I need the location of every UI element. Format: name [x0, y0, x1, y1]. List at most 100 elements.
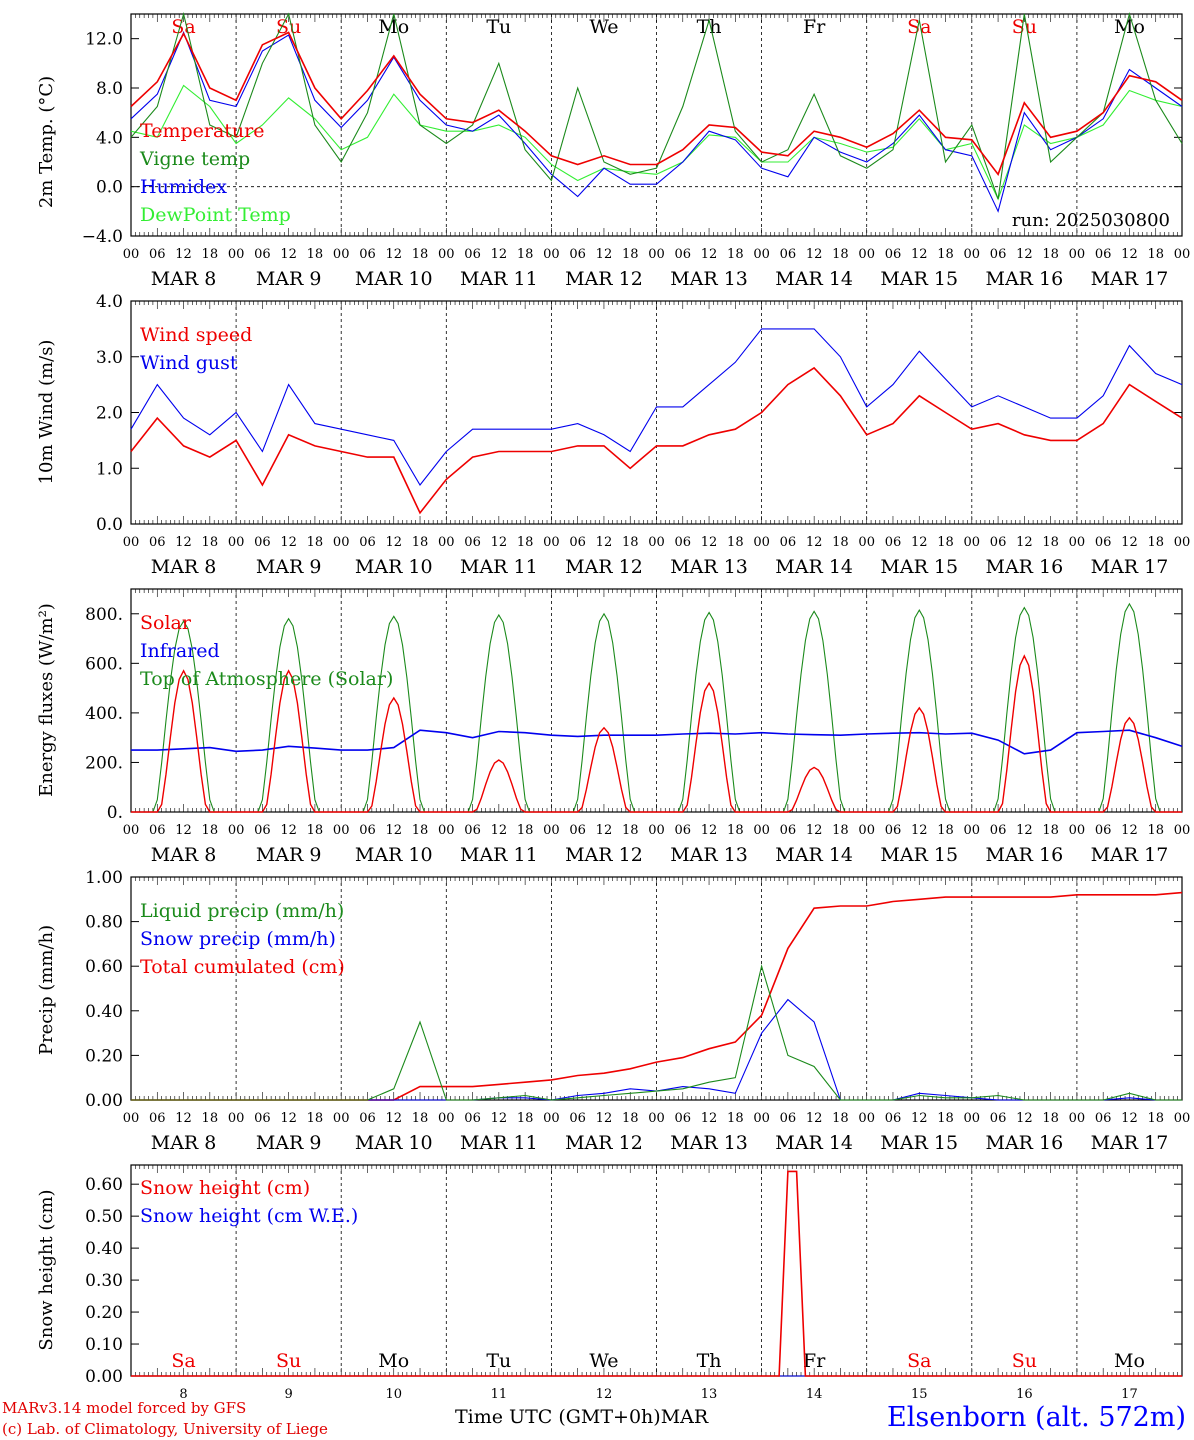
hour-tick-label: 12 [1121, 823, 1138, 838]
hour-tick-label: 00 [964, 247, 981, 262]
hour-tick-label: 00 [228, 247, 245, 262]
date-label: MAR 17 [1091, 844, 1169, 866]
y-tick-label: 12.0 [85, 30, 123, 50]
time-axis-month: MAR [660, 1406, 709, 1428]
y-tick-label: 0.20 [85, 1046, 123, 1066]
hour-tick-label: 12 [701, 1111, 718, 1126]
hour-tick-label: 18 [937, 823, 954, 838]
y-tick-label: 0.40 [85, 1002, 123, 1022]
hour-tick-label: 12 [701, 247, 718, 262]
hour-tick-label: 18 [517, 247, 534, 262]
hour-tick-label: 00 [1174, 823, 1191, 838]
day-name: We [589, 16, 618, 38]
hour-tick-label: 00 [543, 535, 560, 550]
date-label: MAR 8 [151, 268, 217, 290]
hour-tick-label: 18 [622, 247, 639, 262]
hour-tick-label: 12 [596, 247, 613, 262]
legend-dewpoint-temp: DewPoint Temp [140, 204, 291, 226]
y-tick-label: 0.10 [85, 1335, 123, 1355]
day-number: 13 [701, 1387, 718, 1402]
day-name: Sa [171, 1350, 195, 1372]
hour-tick-label: 00 [228, 823, 245, 838]
series-total-cumulated-cm- [131, 891, 1183, 1101]
date-label: MAR 15 [880, 1132, 958, 1154]
date-label: MAR 12 [565, 268, 643, 290]
y-tick-label: 800. [85, 605, 123, 625]
date-label: MAR 14 [775, 556, 853, 578]
hour-tick-label: 00 [438, 823, 455, 838]
date-label: MAR 16 [985, 1132, 1063, 1154]
series-top-of-atmosphere [131, 602, 1182, 813]
y-tick-label: 3.0 [96, 348, 123, 368]
hour-tick-label: 06 [675, 823, 692, 838]
hour-tick-label: 00 [648, 247, 665, 262]
series-vigne-temp [130, 11, 1183, 200]
hour-tick-label: 06 [675, 247, 692, 262]
day-name: Su [276, 1350, 301, 1372]
hour-tick-label: 18 [412, 1111, 429, 1126]
date-label: MAR 13 [670, 556, 748, 578]
y-tick-label: 0.40 [85, 1239, 123, 1259]
y-tick-label: 2.0 [96, 404, 123, 424]
y-tick-label: 0.30 [85, 1271, 123, 1291]
date-label: MAR 12 [565, 556, 643, 578]
hour-tick-label: 12 [280, 823, 297, 838]
hour-tick-label: 12 [806, 1111, 823, 1126]
hour-tick-label: 12 [911, 535, 928, 550]
date-label: MAR 8 [151, 844, 217, 866]
y-tick-label: 0.20 [85, 1303, 123, 1323]
hour-tick-label: 12 [911, 247, 928, 262]
hour-tick-label: 12 [491, 535, 508, 550]
hour-tick-label: 00 [333, 823, 350, 838]
hour-tick-label: 06 [780, 247, 797, 262]
date-label: MAR 10 [355, 844, 433, 866]
time-axis-text: Time UTC (GMT+0h) [455, 1406, 661, 1428]
day-name: Th [697, 16, 722, 38]
hour-tick-label: 00 [964, 1111, 981, 1126]
hour-tick-label: 12 [596, 823, 613, 838]
hour-tick-label: 00 [333, 247, 350, 262]
legend-solar: Solar [140, 612, 192, 634]
hour-tick-label: 12 [175, 1111, 192, 1126]
date-label: MAR 8 [151, 1132, 217, 1154]
hour-tick-label: 06 [359, 535, 376, 550]
hour-tick-label: 00 [858, 823, 875, 838]
hour-tick-label: 12 [701, 535, 718, 550]
hour-tick-label: 06 [569, 1111, 586, 1126]
hour-tick-label: 18 [412, 247, 429, 262]
day-number: 17 [1121, 1387, 1138, 1402]
date-label: MAR 15 [880, 268, 958, 290]
hour-tick-label: 06 [1095, 1111, 1112, 1126]
hour-tick-label: 06 [990, 535, 1007, 550]
date-label: MAR 8 [151, 556, 217, 578]
hour-tick-label: 18 [202, 1111, 219, 1126]
hour-tick-label: 18 [832, 1111, 849, 1126]
hour-tick-label: 00 [1069, 1111, 1086, 1126]
date-label: MAR 9 [256, 844, 322, 866]
legend-snow-height-cm-w-e-: Snow height (cm W.E.) [140, 1205, 358, 1227]
hour-tick-label: 06 [675, 535, 692, 550]
y-tick-label: 0.60 [85, 1175, 123, 1195]
hour-tick-label: 18 [517, 535, 534, 550]
hour-tick-label: 00 [1174, 247, 1191, 262]
hour-tick-label: 18 [937, 1111, 954, 1126]
y-tick-label: 0.60 [85, 957, 123, 977]
hour-tick-label: 06 [149, 535, 166, 550]
hour-tick-label: 06 [885, 823, 902, 838]
hour-tick-label: 12 [491, 247, 508, 262]
date-label: MAR 13 [670, 268, 748, 290]
panel-2-frame [130, 300, 1183, 525]
hour-tick-label: 00 [858, 535, 875, 550]
day-name: Sa [171, 16, 195, 38]
hour-tick-label: 12 [1121, 535, 1138, 550]
hour-tick-label: 12 [701, 823, 718, 838]
hour-tick-label: 18 [1147, 823, 1164, 838]
hour-tick-label: 00 [753, 535, 770, 550]
hour-tick-label: 00 [543, 1111, 560, 1126]
hour-tick-label: 06 [254, 1111, 271, 1126]
series-liquid-precip-mm-h- [131, 964, 1182, 1101]
hour-tick-label: 12 [596, 1111, 613, 1126]
hour-tick-label: 00 [543, 823, 560, 838]
legend-snow-precip-mm-h-: Snow precip (mm/h) [140, 928, 336, 950]
series-solar [131, 654, 1182, 813]
